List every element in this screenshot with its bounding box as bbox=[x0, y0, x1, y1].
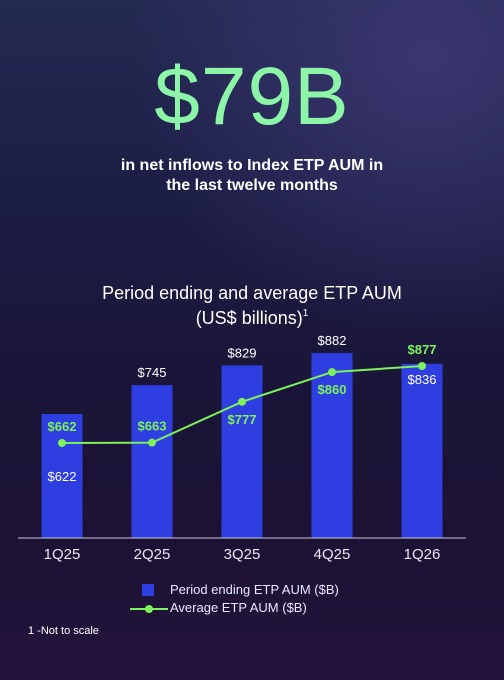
bar-value-label: $829 bbox=[228, 345, 257, 360]
bar-1Q26 bbox=[401, 363, 443, 538]
headline-caption: in net inflows to Index ETP AUM in the l… bbox=[0, 156, 504, 196]
line-value-label: $860 bbox=[318, 382, 347, 397]
line-value-label: $663 bbox=[138, 419, 167, 434]
bar-value-label: $745 bbox=[138, 365, 167, 380]
average-aum-point-1Q25 bbox=[58, 439, 66, 447]
bar-value-label: $882 bbox=[318, 333, 347, 348]
bar-3Q25 bbox=[221, 365, 263, 538]
legend-label-period-ending: Period ending ETP AUM ($B) bbox=[170, 582, 339, 597]
x-tick-label: 2Q25 bbox=[134, 546, 171, 563]
legend-swatch-bar bbox=[142, 584, 154, 596]
chart-subtitle: (US$ billions)1 bbox=[0, 303, 504, 329]
x-tick-label: 4Q25 bbox=[314, 546, 351, 563]
line-value-label: $777 bbox=[228, 412, 257, 427]
average-aum-point-3Q25 bbox=[238, 397, 246, 406]
etp-aum-chart: $622 $745 $829 $882 $836 $662 $663 $777 $860 $877… bbox=[18, 333, 466, 563]
x-tick-label: 3Q25 bbox=[224, 546, 261, 563]
headline-value: $79B bbox=[154, 51, 350, 142]
average-aum-point-4Q25 bbox=[328, 368, 336, 377]
line-value-label: $877 bbox=[408, 342, 437, 357]
chart-title: Period ending and average ETP AUM bbox=[102, 283, 402, 303]
legend-label-average: Average ETP AUM ($B) bbox=[170, 600, 307, 615]
bar-4Q25 bbox=[311, 353, 353, 538]
bar-2Q25 bbox=[131, 385, 173, 538]
x-tick-label: 1Q26 bbox=[404, 546, 441, 563]
x-tick-label: 1Q25 bbox=[44, 546, 81, 563]
headline-caption-line-2: the last twelve months bbox=[166, 177, 338, 194]
legend-swatch-dot bbox=[145, 605, 153, 613]
bar-value-label: $836 bbox=[408, 372, 437, 387]
average-aum-point-1Q26 bbox=[418, 362, 426, 370]
line-value-label: $662 bbox=[48, 419, 77, 434]
chart-subtitle-footnote-marker: 1 bbox=[302, 308, 309, 319]
chart-subtitle-text: (US$ billions) bbox=[195, 308, 303, 328]
bar-1Q25 bbox=[41, 414, 83, 538]
average-aum-point-2Q25 bbox=[148, 438, 156, 447]
footnote: 1 -Not to scale bbox=[28, 625, 99, 637]
bar-value-label: $622 bbox=[48, 469, 77, 484]
headline-caption-line-1: in net inflows to Index ETP AUM in bbox=[120, 157, 384, 174]
